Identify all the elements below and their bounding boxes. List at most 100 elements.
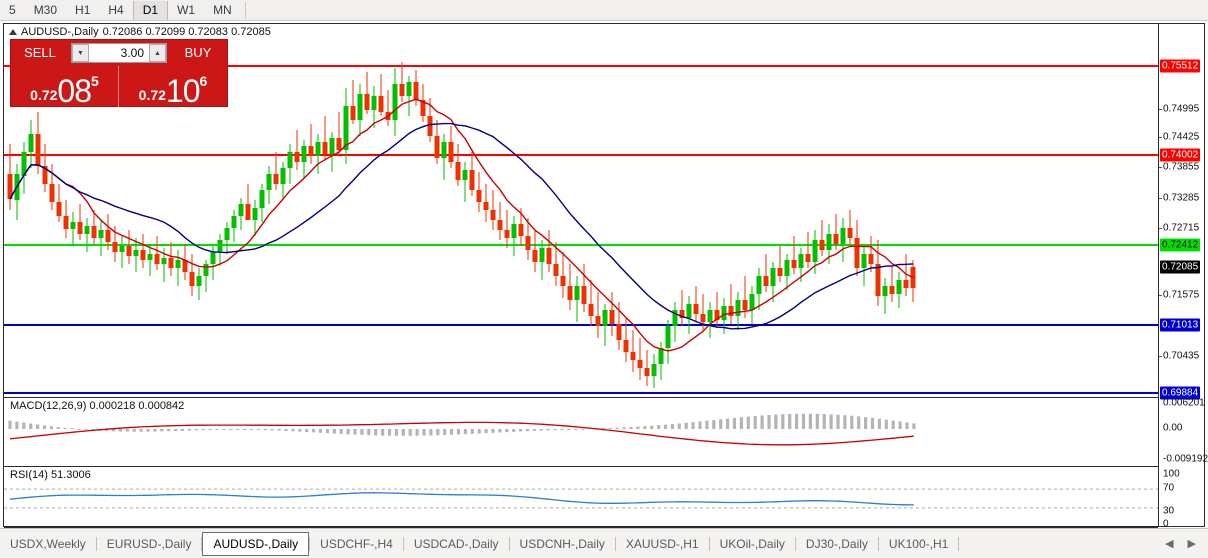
candle-body <box>392 84 398 120</box>
candle-body <box>595 316 601 326</box>
price-tick-0.72715: 0.72715 <box>1163 222 1200 234</box>
chart-tab-eurusddaily[interactable]: EURUSD-,Daily <box>106 536 192 551</box>
candle-body <box>868 254 874 264</box>
macd-bar <box>808 413 812 429</box>
candle-body <box>119 246 125 252</box>
chart-tab-dj30daily[interactable]: DJ30-,Daily <box>805 536 868 551</box>
macd-bar <box>139 429 143 432</box>
chart-tab-usdxweekly[interactable]: USDX,Weekly <box>10 536 86 551</box>
macd-bar <box>387 429 392 436</box>
candle-wick <box>401 62 403 102</box>
scroll-right-icon[interactable]: ▶ <box>1187 538 1196 550</box>
volume-input[interactable]: 3.00 <box>120 46 144 60</box>
candle-body <box>560 276 566 286</box>
chevron-up-icon[interactable]: ▲ <box>149 44 166 62</box>
macd-bar <box>401 429 405 436</box>
macd-bar <box>532 429 536 431</box>
chart-tab-usdchfh4[interactable]: USDCHF-,H4 <box>320 536 393 551</box>
macd-bar <box>36 424 40 429</box>
macd-bar <box>277 429 281 431</box>
candle-body <box>798 254 804 268</box>
chart-tab-xauusdh1[interactable]: XAUUSD-,H1 <box>625 536 699 551</box>
rsi-pane[interactable]: RSI(14) 51.3006 <box>4 466 1158 527</box>
macd-bar <box>160 429 164 432</box>
macd-pane[interactable]: MACD(12,26,9) 0.000218 0.000842 <box>4 397 1158 466</box>
chart-tab-uk100h1[interactable]: UK100-,H1 <box>888 536 949 551</box>
macd-bar <box>201 429 205 431</box>
price-tick-0.72085: 0.72085 <box>1160 260 1201 274</box>
candle-body <box>35 134 41 166</box>
triangle-up-icon[interactable] <box>9 28 17 35</box>
candle-body <box>749 294 755 310</box>
chart-window: AUDUSD-,Daily 0.72086 0.72099 0.72083 0.… <box>3 23 1208 542</box>
price-tick-0.71013: 0.71013 <box>1160 318 1201 332</box>
price-plot[interactable] <box>4 24 1158 396</box>
buy-price-display[interactable]: 0.72 10 6 <box>119 66 227 107</box>
candle-wick <box>730 284 732 324</box>
macd-bar <box>512 429 516 432</box>
macd-bar <box>332 429 336 434</box>
macd-bar <box>484 429 488 434</box>
ma-fast-line <box>9 98 914 352</box>
sell-button[interactable]: SELL <box>11 41 69 65</box>
candle-body <box>455 162 461 180</box>
one-click-trading-panel[interactable]: SELL ▼ 3.00 ▲ BUY 0.72 08 5 0.72 10 6 <box>10 39 228 107</box>
macd-bar <box>194 429 198 431</box>
scroll-left-icon[interactable]: ◀ <box>1165 538 1174 550</box>
candle-body <box>133 250 139 256</box>
chart-tab-usdcaddaily[interactable]: USDCAD-,Daily <box>413 536 499 551</box>
chart-tab-usdcnhdaily[interactable]: USDCNH-,Daily <box>519 536 605 551</box>
candle-body <box>357 94 363 120</box>
candle-body <box>203 264 209 276</box>
buy-price-prefix: 0.72 <box>138 87 166 103</box>
macd-bar <box>670 424 674 429</box>
chart-tab-ukoildaily[interactable]: UKOil-,Daily <box>719 536 785 551</box>
macd-bar <box>470 429 474 434</box>
macd-bar <box>284 429 288 431</box>
timeframe-toolbar: 5 M30 H1 H4 D1 W1 MN <box>0 0 1208 21</box>
sell-price-display[interactable]: 0.72 08 5 <box>11 66 119 107</box>
macd-bar <box>615 427 619 429</box>
macd-bar <box>774 414 778 429</box>
timeframe-mn[interactable]: MN <box>213 2 232 17</box>
candle-body <box>161 258 167 264</box>
tab-divider <box>877 536 879 551</box>
candle-body <box>553 264 559 276</box>
macd-bar <box>684 422 688 429</box>
candle-wick <box>590 280 592 326</box>
timeframe-w1[interactable]: W1 <box>177 2 196 17</box>
price-tick-0.72412: 0.72412 <box>1160 238 1201 252</box>
chevron-down-icon[interactable]: ▼ <box>72 44 89 62</box>
candle-body <box>518 224 524 236</box>
macd-bar <box>318 429 323 433</box>
candle-body <box>910 267 916 288</box>
price-scale[interactable]: 0.75512 0.74995 0.74425 0.74002 0.73855 0.732… <box>1158 24 1208 530</box>
timeframe-h1[interactable]: H1 <box>75 2 91 17</box>
candle-body <box>735 300 741 316</box>
candle-body <box>105 230 111 242</box>
candle-body <box>791 260 797 268</box>
resistance-0.75512 <box>4 65 1158 67</box>
buy-button[interactable]: BUY <box>169 41 227 65</box>
tab-divider <box>309 536 311 551</box>
timeframe-d1[interactable]: D1 <box>132 0 169 20</box>
timeframe-5[interactable]: 5 <box>9 2 16 17</box>
timeframe-h4[interactable]: H4 <box>108 2 124 17</box>
candle-body <box>259 190 265 208</box>
macd-bar <box>339 429 343 434</box>
candle-body <box>441 142 447 158</box>
candle-wick <box>352 80 354 124</box>
candle-body <box>602 310 608 326</box>
candle-body <box>49 184 55 202</box>
sell-price-big: 08 <box>57 73 92 109</box>
candle-body <box>273 174 279 184</box>
macd-bar <box>146 429 150 432</box>
chart-tab-audusddaily[interactable]: AUDUSD-,Daily <box>202 531 310 556</box>
candle-body <box>238 204 244 216</box>
tab-divider <box>508 536 510 551</box>
timeframe-m30[interactable]: M30 <box>33 2 58 17</box>
candle-body <box>819 240 825 250</box>
candle-wick <box>562 252 564 298</box>
macd-bar <box>698 421 702 429</box>
volume-stepper[interactable]: ▼ 3.00 ▲ <box>71 43 167 63</box>
